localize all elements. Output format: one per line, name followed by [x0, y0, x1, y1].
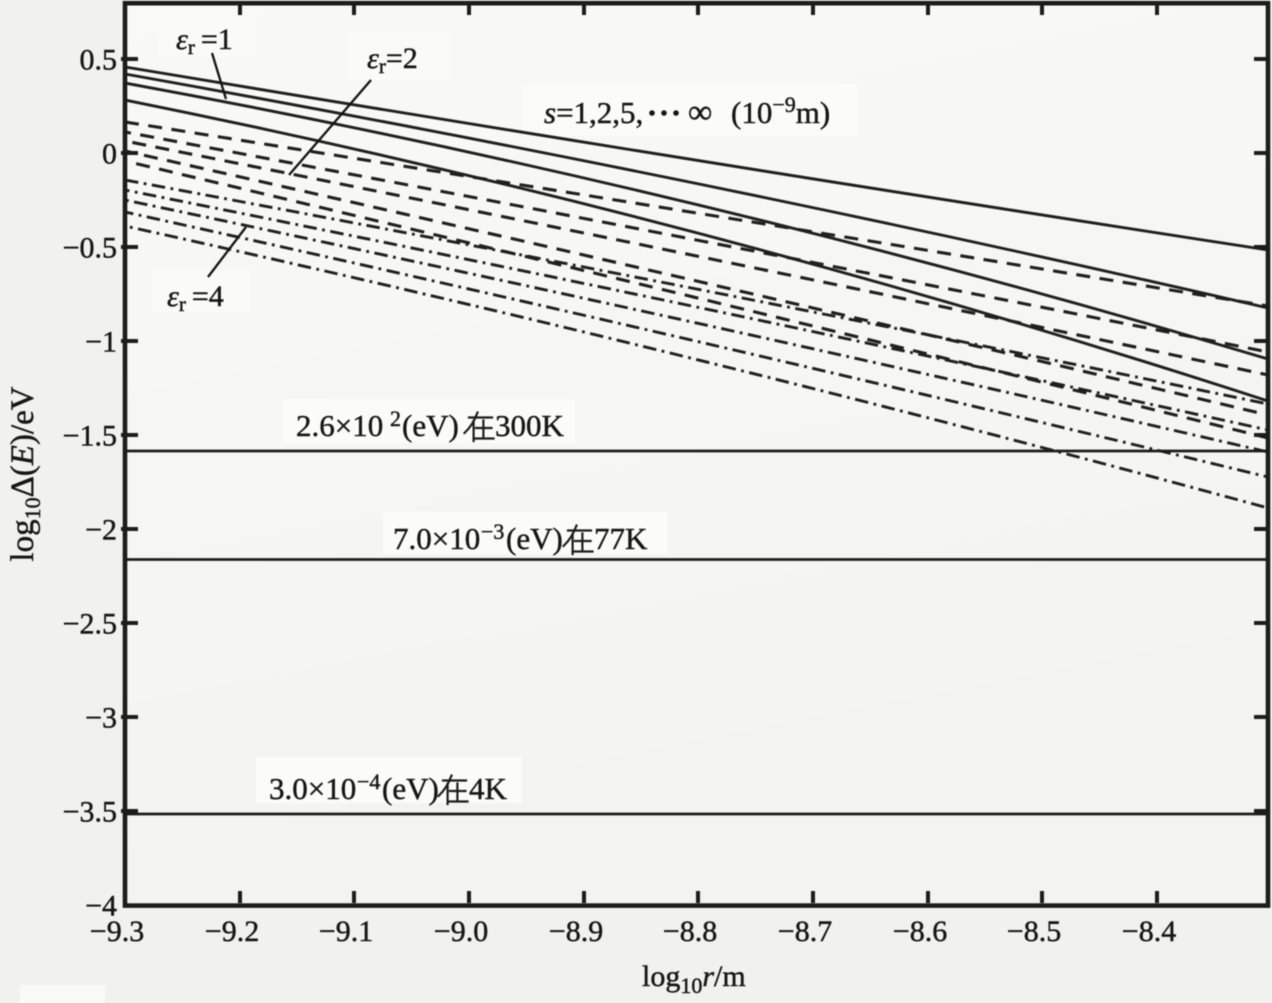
svg-text:0: 0: [102, 138, 117, 171]
svg-text:3.0×10: 3.0×10: [269, 771, 356, 806]
svg-text:−1.5: −1.5: [63, 420, 117, 453]
svg-text:−8.6: −8.6: [893, 915, 947, 948]
svg-text:−9.0: −9.0: [434, 915, 488, 948]
svg-text:log10Δ(E)/eV: log10Δ(E)/eV: [5, 386, 45, 561]
svg-text:−4: −4: [357, 769, 380, 794]
svg-text:2: 2: [390, 406, 401, 431]
svg-text:−8.9: −8.9: [549, 915, 603, 948]
svg-text:(eV): (eV): [402, 408, 459, 443]
svg-text:−9.2: −9.2: [205, 915, 259, 948]
svg-text:−0.5: −0.5: [63, 232, 117, 265]
svg-text:s=1,2,5,: s=1,2,5,: [544, 95, 643, 130]
svg-text:77K: 77K: [594, 521, 648, 556]
svg-text:(10−9m): (10−9m): [731, 92, 830, 130]
svg-text:−2.5: −2.5: [63, 608, 117, 641]
svg-text:εr =1: εr =1: [176, 23, 233, 59]
svg-text:−9.3: −9.3: [90, 915, 144, 948]
svg-text:∞: ∞: [688, 94, 712, 131]
svg-text:−2: −2: [85, 514, 117, 547]
svg-text:−3: −3: [85, 702, 117, 735]
svg-text:−4: −4: [85, 890, 117, 923]
svg-text:−8.8: −8.8: [663, 915, 717, 948]
svg-text:−9.1: −9.1: [319, 915, 373, 948]
svg-text:−3.5: −3.5: [63, 796, 117, 829]
svg-text:2.6×10: 2.6×10: [296, 408, 383, 443]
svg-text:−3: −3: [481, 519, 504, 544]
svg-text:(eV): (eV): [506, 521, 563, 556]
svg-text:7.0×10: 7.0×10: [393, 521, 480, 556]
svg-text:−1: −1: [85, 326, 117, 359]
svg-text:log10r/m: log10r/m: [642, 960, 746, 998]
svg-text:−8.5: −8.5: [1007, 915, 1061, 948]
svg-text:−8.4: −8.4: [1122, 915, 1176, 948]
svg-text:εr=2: εr=2: [367, 42, 418, 78]
svg-text:0.5: 0.5: [80, 44, 118, 77]
svg-text:εr =4: εr =4: [167, 280, 224, 316]
svg-text:300K: 300K: [495, 408, 565, 443]
svg-text:(eV): (eV): [382, 771, 439, 806]
svg-text:4K: 4K: [469, 771, 508, 806]
svg-text:−8.7: −8.7: [778, 915, 832, 948]
